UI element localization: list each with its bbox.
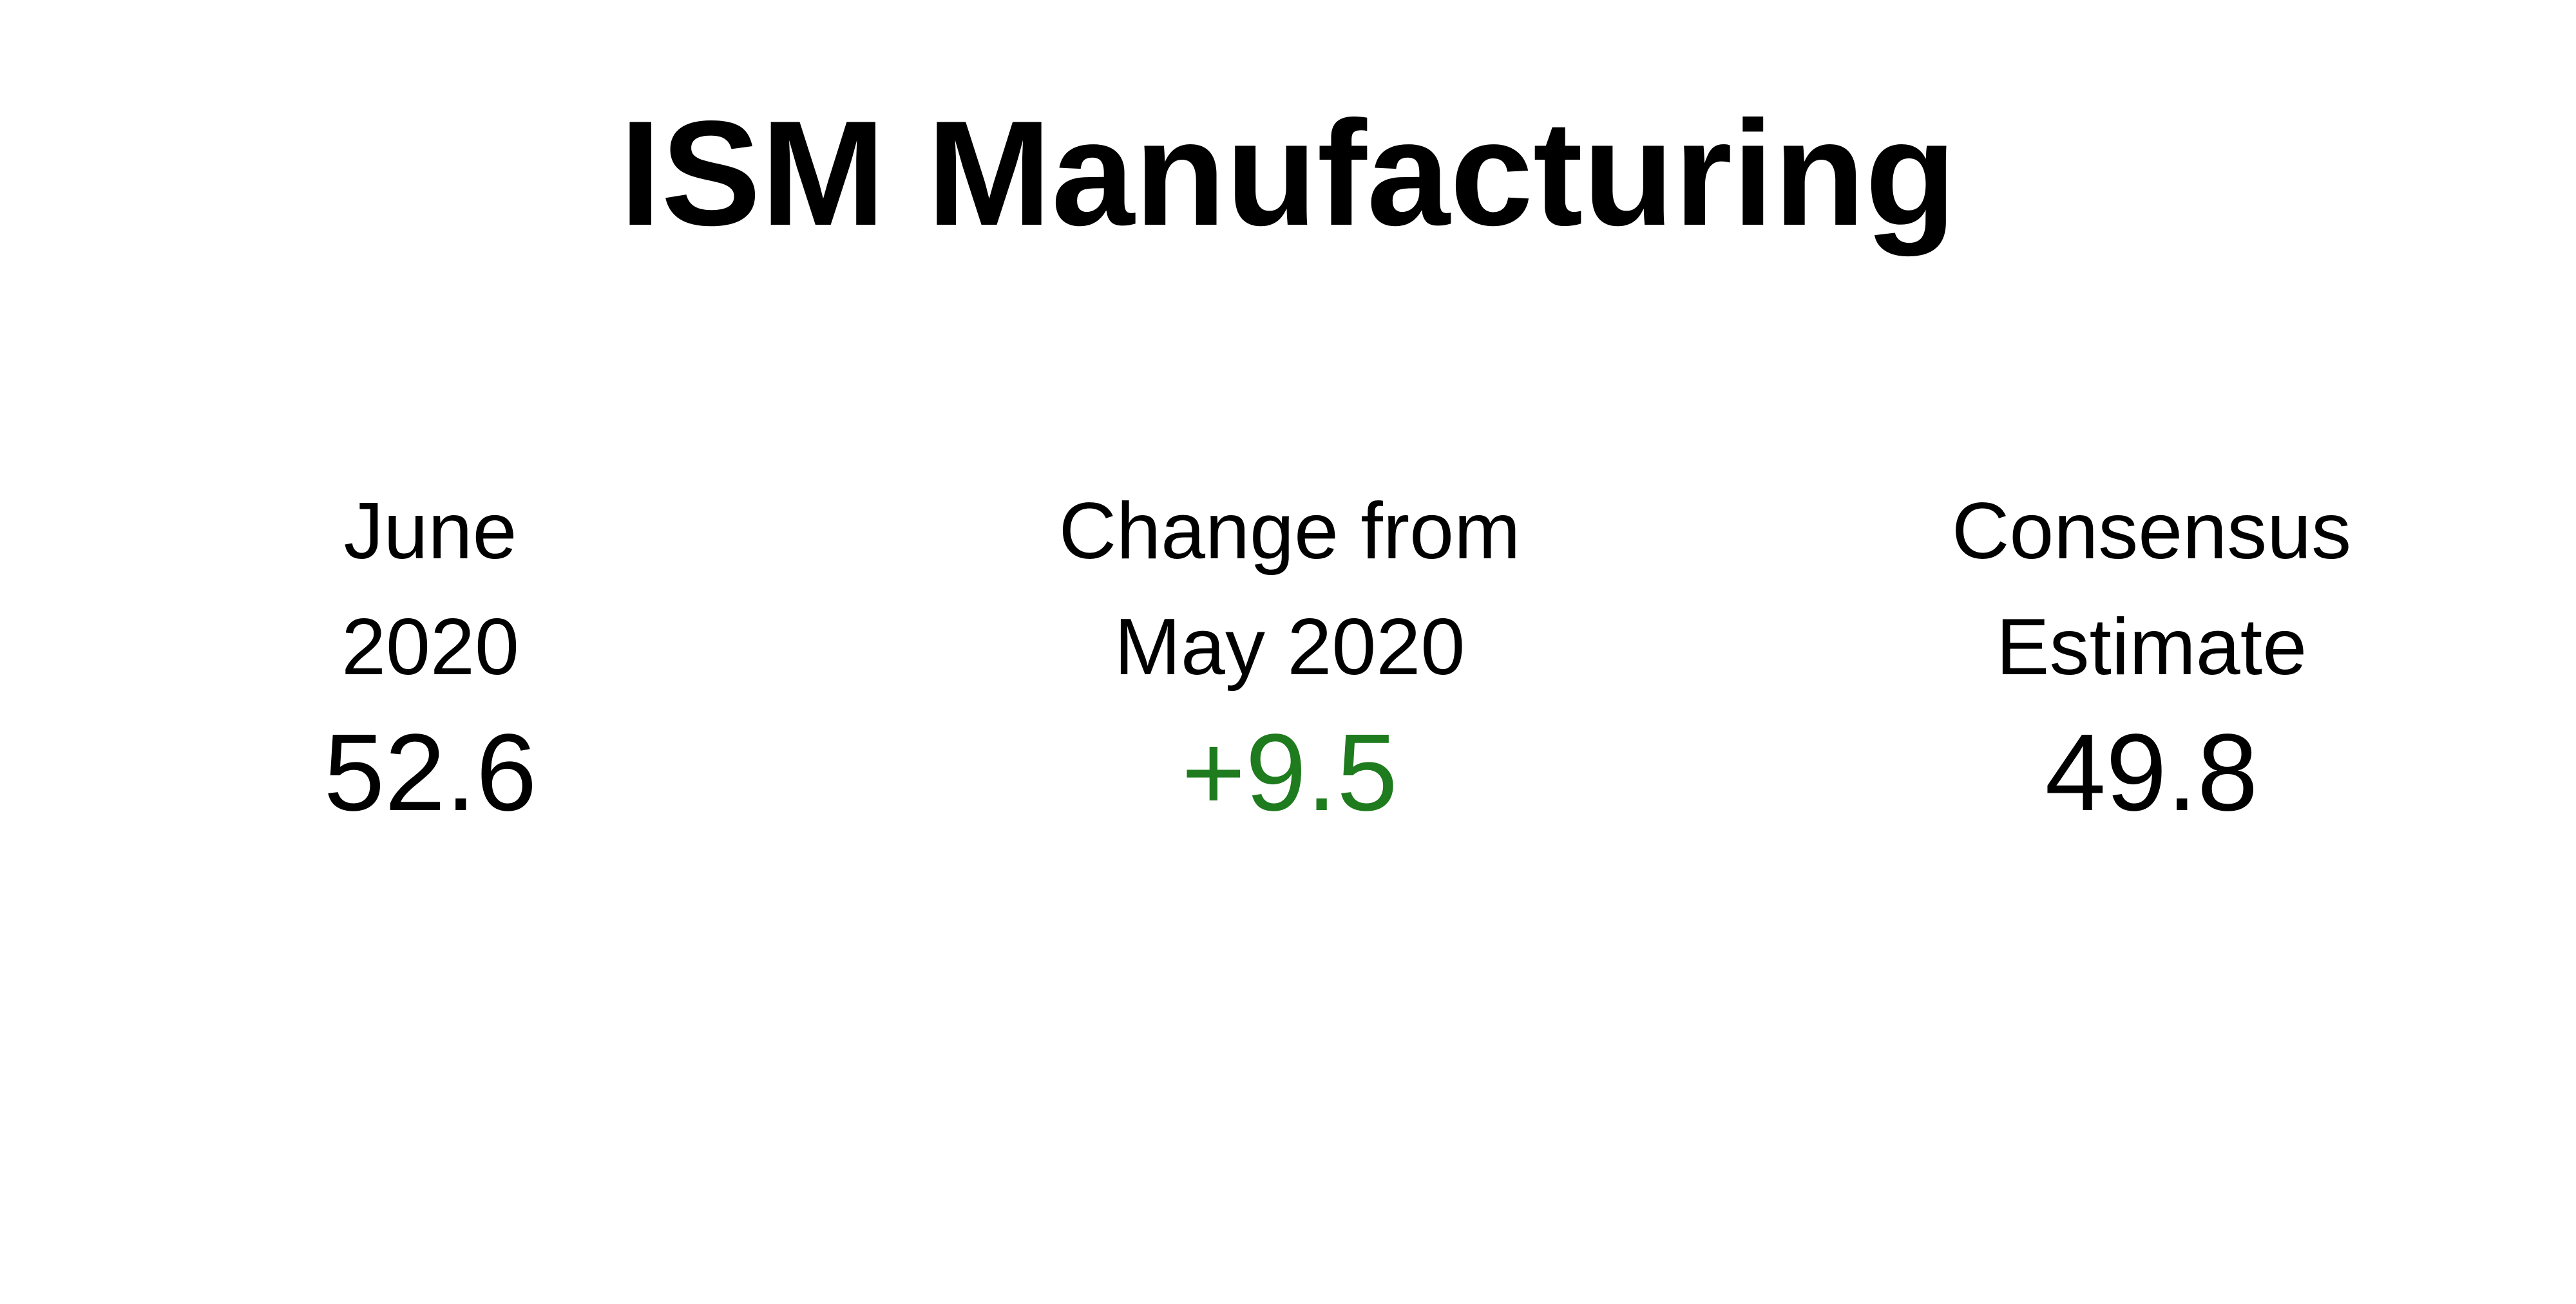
metric-june-2020: June 2020 52.6 [108,473,752,844]
metric-label-line1: June [343,487,517,576]
metric-value: 49.8 [2045,712,2258,834]
metric-label-line1: Consensus [1951,487,2352,576]
metric-label-line2: 2020 [341,603,519,692]
metric-value: 52.6 [323,712,537,834]
metric-consensus-estimate: Consensus Estimate 49.8 [1829,473,2474,844]
metric-label-line1: Change from [1058,487,1521,576]
metric-change-value: +9.5 [1181,712,1398,834]
metric-change-from-may: Change from May 2020 +9.5 [968,473,1612,844]
metric-label-line2: May 2020 [1114,603,1465,692]
page-title: ISM Manufacturing [619,90,1957,257]
metric-label-line2: Estimate [1996,603,2307,692]
